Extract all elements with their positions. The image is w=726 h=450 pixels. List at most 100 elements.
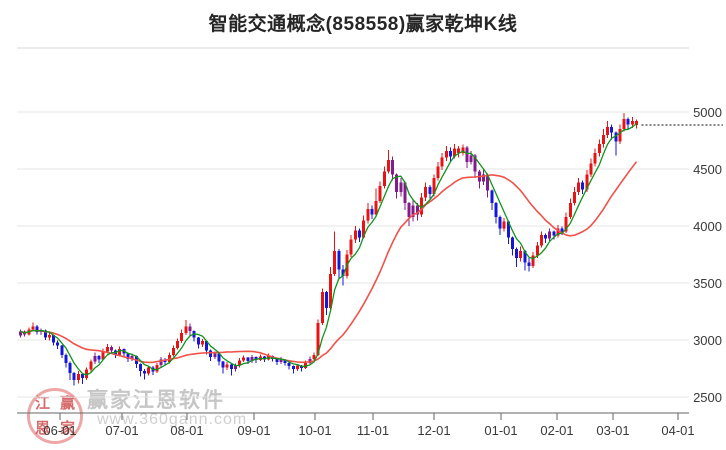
candle-body <box>378 186 382 201</box>
candle-body <box>585 174 589 190</box>
candle-body <box>35 326 39 333</box>
candle-body <box>155 365 159 372</box>
candle-body <box>304 362 308 368</box>
candle-body <box>349 239 353 255</box>
candle-body <box>233 365 237 370</box>
candle-body <box>610 126 614 133</box>
candle-body <box>221 361 225 368</box>
candle-body <box>357 230 361 238</box>
candle-body <box>630 121 634 125</box>
candle-body <box>105 346 109 352</box>
x-tick-label: 03-01 <box>596 423 629 438</box>
candle-body <box>324 292 328 309</box>
x-tick-label: 06-01 <box>43 423 76 438</box>
ma-line-short <box>20 123 637 376</box>
candle-body <box>242 357 246 361</box>
candle-body <box>597 143 601 154</box>
candle-body <box>403 182 407 204</box>
candle-body <box>209 350 213 358</box>
candle-body <box>184 326 188 334</box>
candle-body <box>308 358 312 363</box>
candle-body <box>238 360 242 366</box>
candle-body <box>564 216 568 232</box>
candle-body <box>391 159 395 175</box>
seal-char: 恩 <box>34 420 50 437</box>
candle-body <box>312 354 316 359</box>
y-tick-label: 3500 <box>693 276 722 291</box>
x-tick-label: 11-01 <box>357 423 389 438</box>
candle-body <box>205 341 209 351</box>
candle-body <box>68 362 72 374</box>
candle-body <box>147 367 151 374</box>
y-tick-label: 5000 <box>693 105 722 120</box>
candle-body <box>143 370 147 374</box>
x-tick-label: 04-01 <box>661 423 694 438</box>
y-tick-label: 3000 <box>693 333 722 348</box>
candle-body <box>126 353 130 359</box>
candle-body <box>453 148 457 157</box>
candle-body <box>428 187 432 195</box>
candle-body <box>614 132 618 142</box>
candle-body <box>560 228 564 232</box>
candle-body <box>341 269 345 277</box>
candle-body <box>93 355 97 362</box>
candle-body <box>180 333 184 342</box>
candle-body <box>436 166 440 179</box>
candle-body <box>626 118 630 125</box>
candle-body <box>589 163 593 175</box>
candle-body <box>43 330 47 338</box>
candle-body <box>246 357 250 362</box>
y-tick-label: 4500 <box>693 162 722 177</box>
candle-body <box>283 359 287 363</box>
candle-body <box>498 216 502 229</box>
candle-body <box>482 174 486 182</box>
candle-body <box>262 356 266 360</box>
candle-body <box>634 121 638 126</box>
candle-body <box>76 374 80 380</box>
seal-char: 家 <box>59 420 75 437</box>
candle-body <box>213 353 217 358</box>
candle-body <box>494 203 498 217</box>
candle-body <box>552 231 556 236</box>
seal-char: 江 <box>34 395 50 412</box>
candle-body <box>217 353 221 362</box>
candle-body <box>316 322 320 355</box>
y-tick-label: 4000 <box>693 219 722 234</box>
x-tick-label: 09-01 <box>237 423 270 438</box>
watermark-brand-text: 赢家江恩软件 <box>87 389 225 412</box>
candle-body <box>444 150 448 158</box>
candle-body <box>56 342 60 346</box>
candle-body <box>60 345 64 355</box>
candle-body <box>109 346 113 351</box>
candle-body <box>601 134 605 144</box>
candle-body <box>515 248 519 258</box>
candle-body <box>138 363 142 371</box>
candle-body <box>506 221 510 238</box>
candle-body <box>544 235 548 239</box>
seal-char: 赢 <box>59 395 75 412</box>
candle-body <box>19 331 22 336</box>
candle-body <box>486 174 490 191</box>
candle-body <box>572 191 576 204</box>
candle-body <box>473 155 477 172</box>
candle-body <box>337 251 341 270</box>
candle-body <box>606 126 610 135</box>
candle-body <box>229 364 233 370</box>
candle-body <box>64 354 68 363</box>
candle-body <box>440 157 444 167</box>
candle-body <box>291 366 295 370</box>
candle-body <box>52 334 56 343</box>
candle-body <box>188 326 192 331</box>
candle-body <box>130 355 134 359</box>
candle-body <box>250 357 254 362</box>
candle-body <box>159 359 163 366</box>
x-tick-label: 07-01 <box>105 423 138 438</box>
candle-body <box>618 129 622 142</box>
y-tick-label: 2500 <box>693 390 722 405</box>
candle-body <box>200 341 204 345</box>
candle-body <box>490 190 494 204</box>
candle-body <box>469 155 473 163</box>
candle-body <box>382 171 386 187</box>
candle-body <box>279 359 283 363</box>
